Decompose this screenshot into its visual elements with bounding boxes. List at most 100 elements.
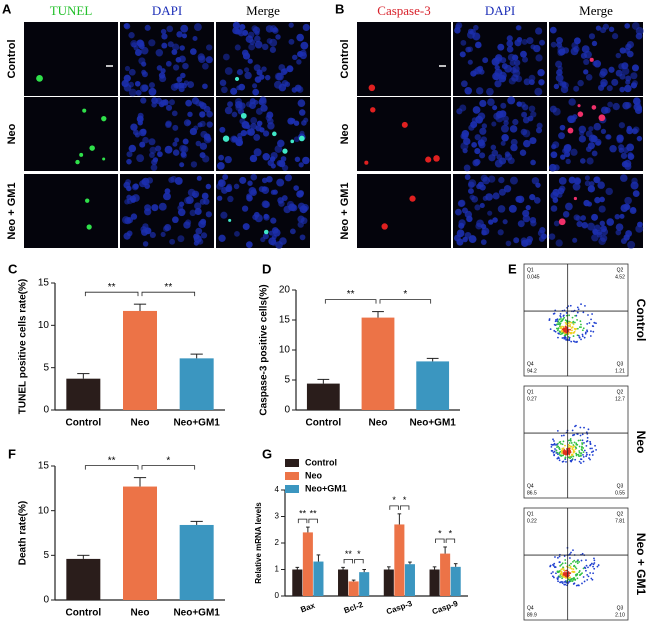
event-dot <box>587 314 589 316</box>
nucleus <box>619 174 628 182</box>
stain-spot <box>598 114 606 122</box>
event-dot <box>591 313 593 315</box>
nucleus <box>556 36 564 44</box>
event-dot <box>551 444 554 446</box>
event-dot <box>573 321 576 324</box>
nucleus <box>491 121 497 127</box>
event-dot <box>569 324 572 326</box>
nucleus <box>124 199 130 205</box>
significance-label: ** <box>108 282 116 293</box>
event-dot <box>558 330 561 333</box>
nucleus <box>264 74 271 81</box>
event-dot <box>582 456 585 458</box>
event-dot <box>565 323 568 325</box>
nucleus <box>612 102 620 111</box>
nucleus <box>160 231 166 237</box>
nucleus <box>269 38 278 47</box>
nucleus <box>218 154 225 161</box>
stain-spot <box>298 135 305 142</box>
bar <box>179 358 214 410</box>
nucleus <box>519 149 527 156</box>
nucleus <box>288 38 295 45</box>
nucleus <box>123 23 131 30</box>
nucleus <box>615 52 622 59</box>
y-tick-label: 15 <box>38 461 50 472</box>
nucleus <box>467 46 473 53</box>
event-dot <box>574 458 577 461</box>
nucleus <box>619 86 626 93</box>
nucleus <box>294 156 301 163</box>
nucleus <box>506 35 513 42</box>
event-dot <box>583 426 585 429</box>
nucleus <box>219 79 227 87</box>
event-dot <box>563 555 566 557</box>
stain-spot <box>75 159 80 165</box>
event-dot <box>590 451 593 454</box>
bar <box>404 564 415 596</box>
event-dot <box>568 574 570 577</box>
nucleus <box>594 224 601 232</box>
nucleus <box>149 146 157 154</box>
nucleus <box>128 88 137 97</box>
quadrant-value: 12.7 <box>615 396 625 402</box>
nucleus <box>245 35 254 43</box>
y-tick-label: 0 <box>43 595 49 606</box>
nucleus <box>611 78 619 86</box>
event-dot <box>585 569 587 572</box>
y-tick-label: 5 <box>43 362 49 373</box>
nucleus <box>224 155 232 164</box>
nucleus <box>142 241 149 247</box>
nucleus <box>550 205 558 212</box>
nucleus <box>577 79 584 87</box>
nucleus <box>124 65 131 72</box>
nucleus <box>573 37 581 45</box>
event-dot <box>593 567 596 570</box>
event-dot <box>563 569 566 572</box>
nucleus <box>507 53 516 62</box>
nucleus <box>197 122 203 128</box>
nucleus <box>299 234 306 241</box>
event-dot <box>571 429 574 432</box>
nucleus <box>513 237 520 244</box>
nucleus <box>482 176 490 185</box>
event-dot <box>560 320 563 323</box>
event-dot <box>576 577 579 580</box>
nucleus <box>241 49 249 57</box>
nucleus <box>256 120 263 127</box>
y-axis-title: Caspase-3 positive cells(%) <box>259 284 270 415</box>
nucleus <box>199 152 206 159</box>
y-tick-label: 0 <box>284 405 290 416</box>
event-dot <box>581 329 584 332</box>
nucleus <box>176 76 183 83</box>
event-dot <box>556 570 559 573</box>
nucleus <box>302 23 310 32</box>
event-dot <box>558 447 561 450</box>
nucleus <box>286 65 294 73</box>
nucleus <box>597 181 605 189</box>
nucleus <box>501 63 508 70</box>
nucleus <box>529 194 536 201</box>
nucleus <box>460 80 468 88</box>
bar <box>179 524 214 600</box>
bar <box>123 486 157 600</box>
event-dot <box>563 332 566 335</box>
nucleus <box>297 51 304 58</box>
nucleus <box>497 43 505 51</box>
nucleus <box>528 105 536 112</box>
significance-bracket <box>84 291 139 297</box>
nucleus <box>253 64 261 72</box>
event-dot <box>584 567 587 569</box>
nucleus <box>185 219 192 226</box>
event-dot <box>590 318 592 321</box>
event-dot <box>571 448 574 451</box>
event-dot <box>572 331 575 334</box>
nucleus <box>509 60 516 66</box>
nucleus <box>122 216 130 224</box>
event-dot <box>589 564 591 567</box>
nucleus <box>593 60 602 68</box>
nucleus <box>619 47 626 54</box>
event-dot <box>585 444 588 447</box>
event-dot <box>574 578 577 581</box>
nucleus <box>470 121 478 129</box>
nucleus <box>490 144 497 151</box>
